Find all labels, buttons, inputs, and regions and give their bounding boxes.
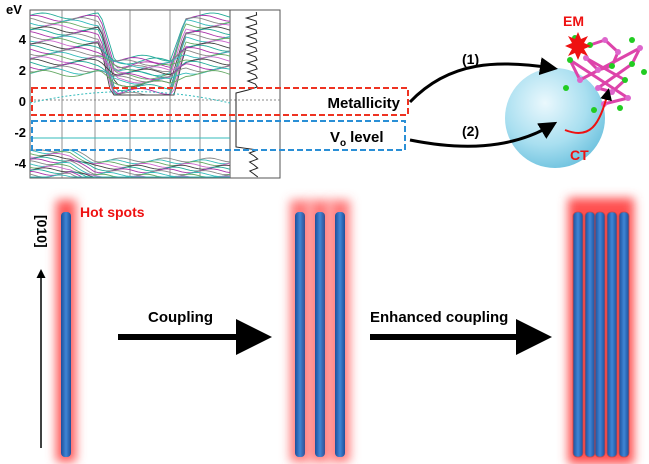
em-label: EM — [563, 13, 584, 29]
atom — [591, 107, 597, 113]
vo-base: V — [330, 129, 340, 146]
rod — [61, 212, 71, 457]
atom — [637, 45, 643, 51]
arrow-1-label: (1) — [462, 51, 479, 67]
atom — [602, 37, 608, 43]
rod — [573, 212, 583, 457]
atom — [641, 69, 647, 75]
coupling-label: Coupling — [148, 309, 213, 326]
atom — [577, 77, 583, 83]
vo-subscript: o — [340, 138, 346, 149]
enhanced-coupling-label: Enhanced coupling — [370, 309, 508, 326]
y-tick-label: 0 — [19, 94, 26, 109]
rod — [619, 212, 629, 457]
rod — [585, 212, 595, 457]
atom — [609, 63, 615, 69]
band-plot: eV 4 2 0 -2 -4 — [6, 2, 280, 178]
metallicity-label: Metallicity — [327, 95, 400, 112]
arrow-2-label: (2) — [462, 123, 479, 139]
y-tick-label: 4 — [19, 32, 27, 47]
atom — [583, 55, 589, 61]
atom — [563, 85, 569, 91]
ct-label: CT — [570, 147, 589, 163]
vo-text: level — [350, 129, 383, 146]
rod — [315, 212, 325, 457]
dos-frame — [230, 10, 280, 178]
rod — [595, 212, 605, 457]
atom — [622, 77, 628, 83]
particle-sphere — [505, 68, 605, 168]
atom — [567, 57, 573, 63]
atom — [629, 61, 635, 67]
atom — [595, 67, 601, 73]
atom — [595, 85, 601, 91]
rod — [607, 212, 617, 457]
rods — [56, 198, 634, 464]
atom — [615, 49, 621, 55]
rod — [295, 212, 305, 457]
direction-label: [010] — [34, 215, 50, 248]
y-axis-label: eV — [6, 2, 22, 17]
bond — [586, 58, 625, 80]
rod — [335, 212, 345, 457]
atom — [617, 105, 623, 111]
figure: eV 4 2 0 -2 -4 Metallicity Volevel (1) (2) E… — [0, 0, 649, 464]
y-tick-label: 2 — [19, 63, 26, 78]
bond — [604, 98, 628, 104]
atom — [629, 37, 635, 43]
atom — [609, 89, 615, 95]
y-tick-label: -4 — [14, 156, 26, 171]
atom — [625, 95, 631, 101]
y-tick-label: -2 — [14, 125, 26, 140]
hot-spots-label: Hot spots — [80, 204, 145, 220]
